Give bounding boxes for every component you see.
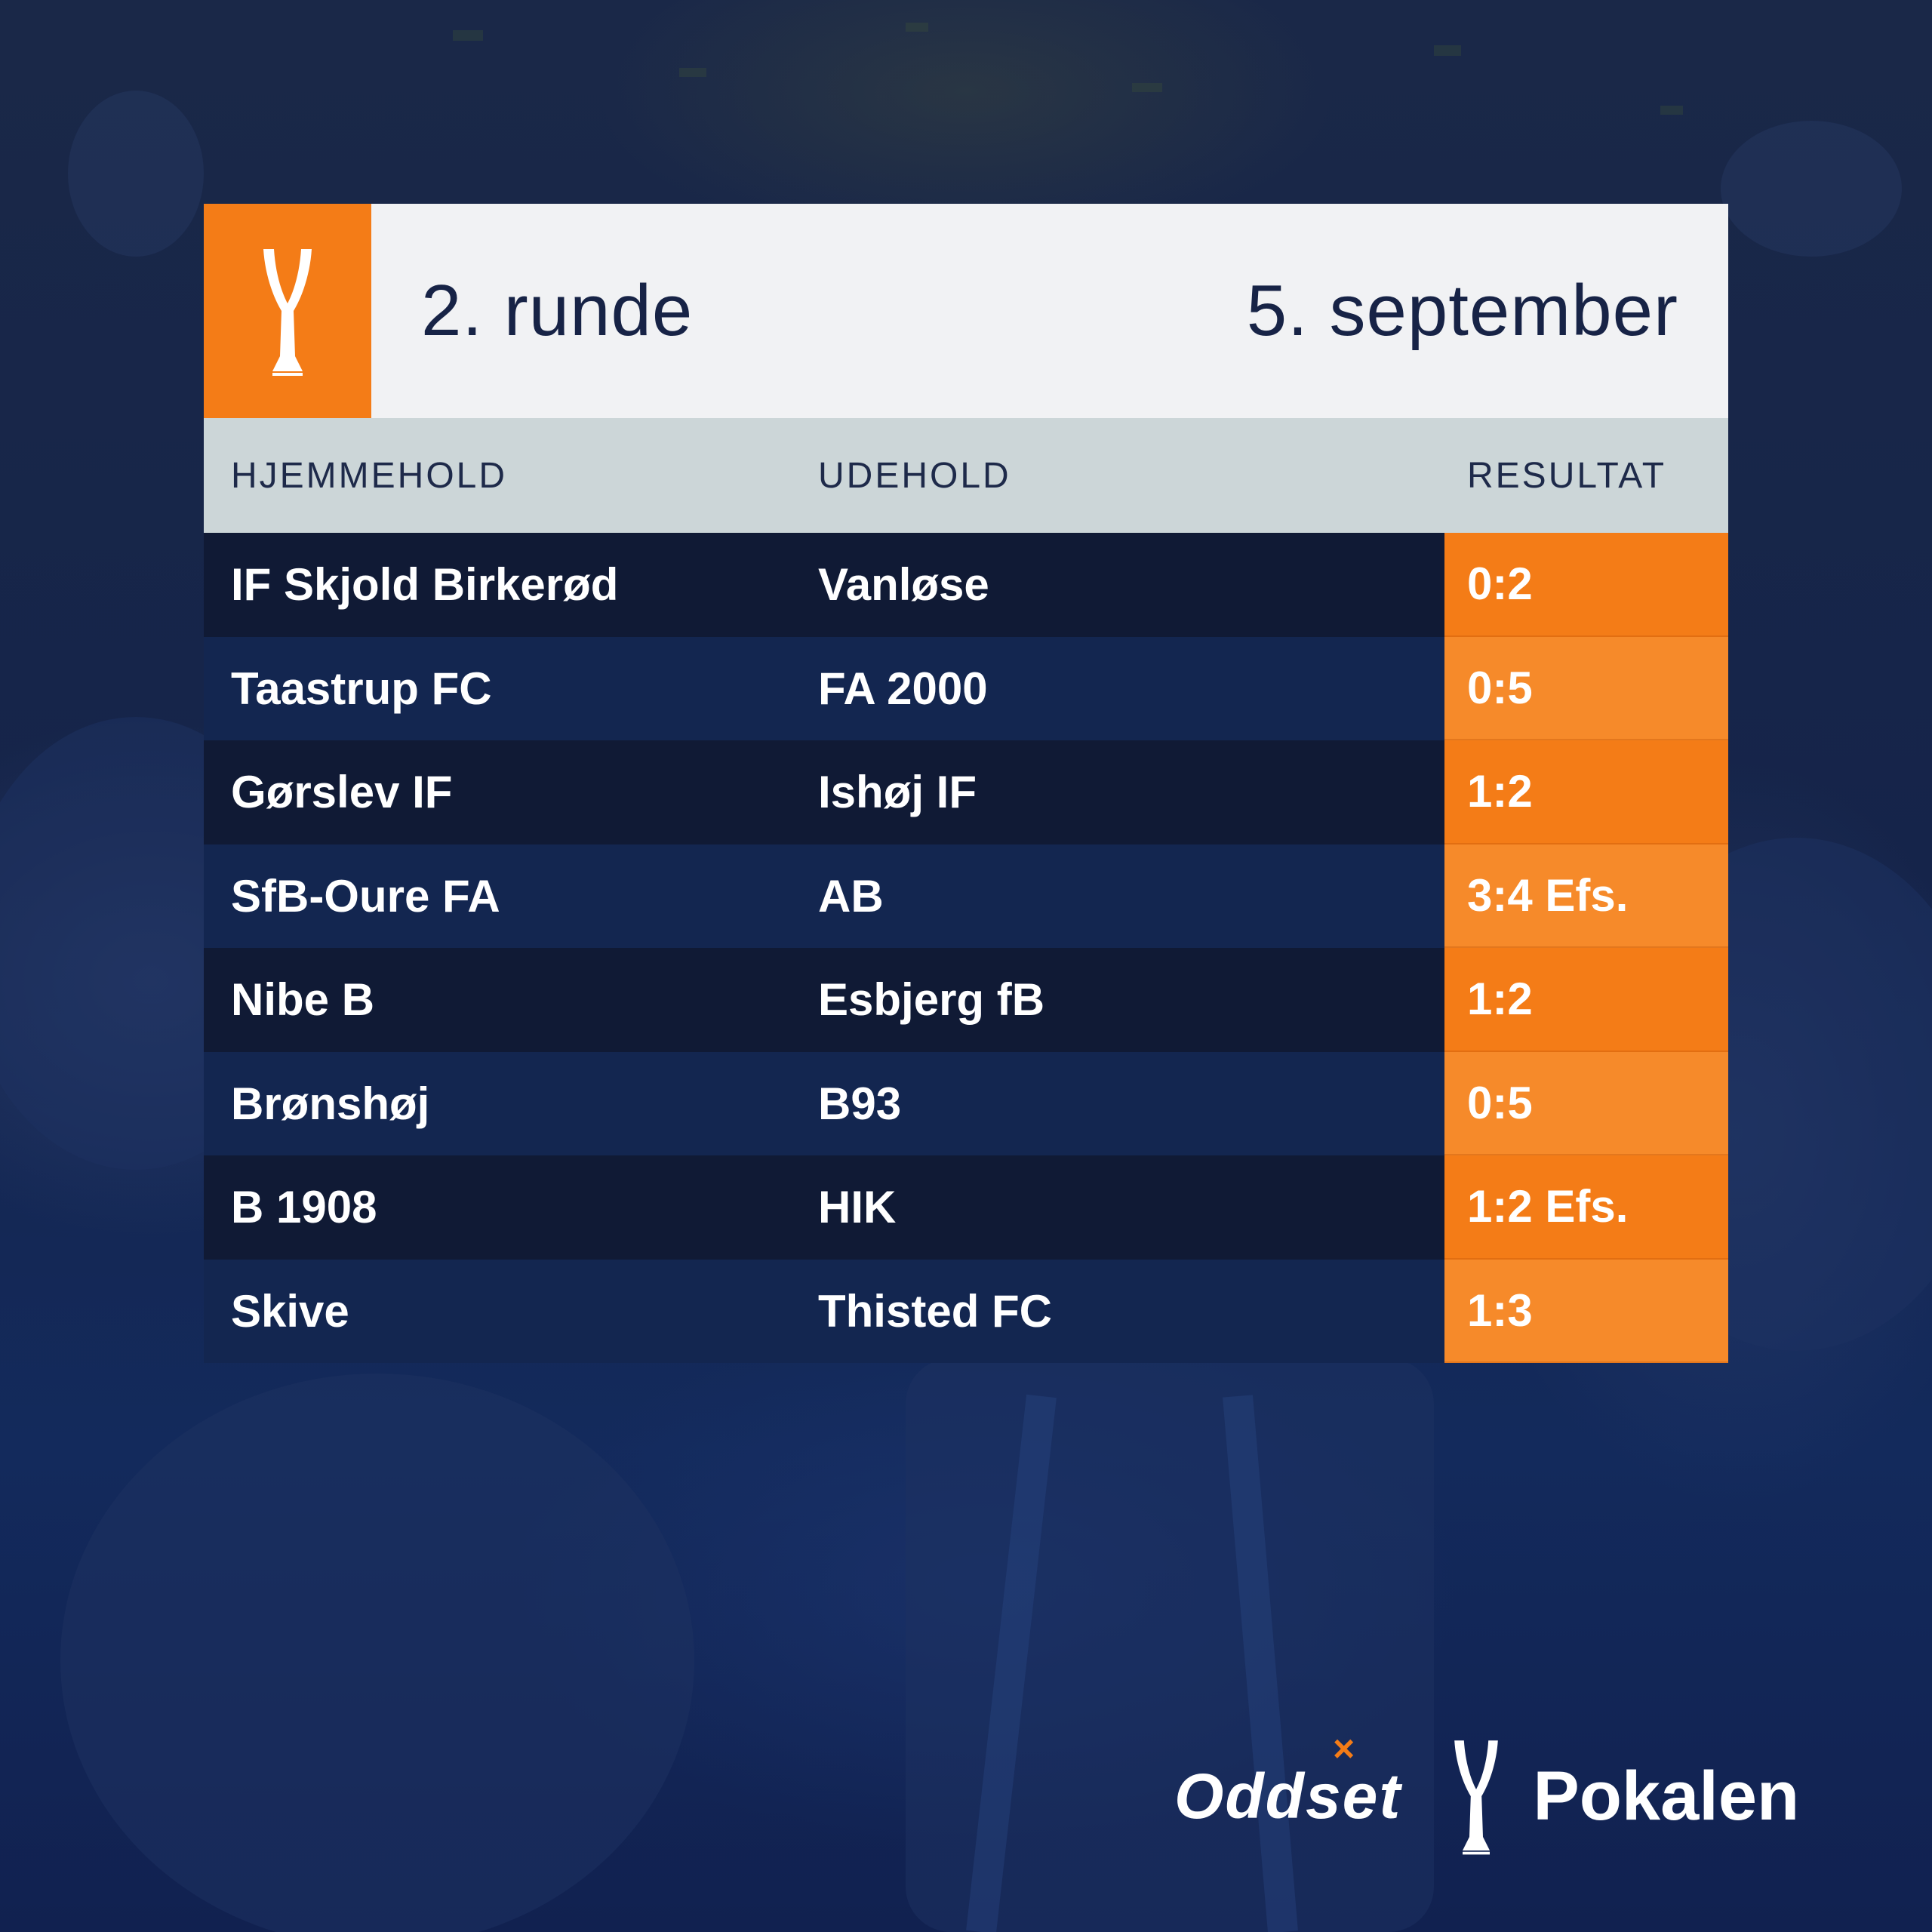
- oddset-wordmark: Oddset: [1174, 1760, 1402, 1832]
- column-header-row: HJEMMEHOLD UDEHOLD RESULTAT: [204, 418, 1728, 533]
- home-team: Taastrup FC: [204, 636, 815, 740]
- match-result: 1:2: [1444, 948, 1728, 1052]
- match-result: 0:5: [1444, 636, 1728, 740]
- home-team: SfB-Oure FA: [204, 844, 815, 948]
- oddset-x-mark: ×: [1333, 1727, 1357, 1770]
- match-result: 0:2: [1444, 533, 1728, 637]
- trophy-cup-icon: [263, 249, 312, 376]
- home-team: B 1908: [204, 1155, 815, 1260]
- table-row: Brønshøj B93 0:5: [204, 1051, 1728, 1155]
- table-row: Nibe B Esbjerg fB 1:2: [204, 948, 1728, 1052]
- away-team: Esbjerg fB: [815, 948, 1444, 1052]
- table-row: SfB-Oure FA AB 3:4 Efs.: [204, 844, 1728, 948]
- away-team: B93: [815, 1051, 1444, 1155]
- match-result: 3:4 Efs.: [1444, 844, 1728, 948]
- table-row: IF Skjold Birkerød Vanløse 0:2: [204, 533, 1728, 637]
- table-row: Skive Thisted FC 1:3: [204, 1259, 1728, 1363]
- away-team: Ishøj IF: [815, 740, 1444, 844]
- header-logo-box: [204, 204, 371, 418]
- home-team: Skive: [204, 1259, 815, 1363]
- away-team: FA 2000: [815, 636, 1444, 740]
- results-card: 2. runde 5. september HJEMMEHOLD UDEHOLD…: [204, 204, 1728, 1363]
- match-result: 1:3: [1444, 1259, 1728, 1363]
- match-result: 0:5: [1444, 1051, 1728, 1155]
- away-team: Vanløse: [815, 533, 1444, 637]
- match-result: 1:2 Efs.: [1444, 1155, 1728, 1260]
- home-team: IF Skjold Birkerød: [204, 533, 815, 637]
- column-header-away: UDEHOLD: [818, 455, 1011, 496]
- away-team: HIK: [815, 1155, 1444, 1260]
- column-header-home: HJEMMEHOLD: [231, 455, 508, 496]
- match-result: 1:2: [1444, 740, 1728, 844]
- home-team: Brønshøj: [204, 1051, 815, 1155]
- home-team: Nibe B: [204, 948, 815, 1052]
- footer-branding: Oddset × Pokalen: [1174, 1721, 1799, 1872]
- trophy-cup-icon: [1454, 1740, 1499, 1855]
- round-title: 2. runde: [421, 270, 694, 351]
- home-team: Gørslev IF: [204, 740, 815, 844]
- table-row: B 1908 HIK 1:2 Efs.: [204, 1155, 1728, 1260]
- away-team: Thisted FC: [815, 1259, 1444, 1363]
- away-team: AB: [815, 844, 1444, 948]
- table-row: Taastrup FC FA 2000 0:5: [204, 636, 1728, 740]
- match-date: 5. september: [1246, 270, 1678, 351]
- column-header-result: RESULTAT: [1467, 455, 1667, 496]
- card-header: 2. runde 5. september: [204, 204, 1728, 418]
- pokalen-wordmark: Pokalen: [1533, 1757, 1800, 1835]
- oddset-logo: Oddset ×: [1174, 1727, 1402, 1833]
- table-row: Gørslev IF Ishøj IF 1:2: [204, 740, 1728, 844]
